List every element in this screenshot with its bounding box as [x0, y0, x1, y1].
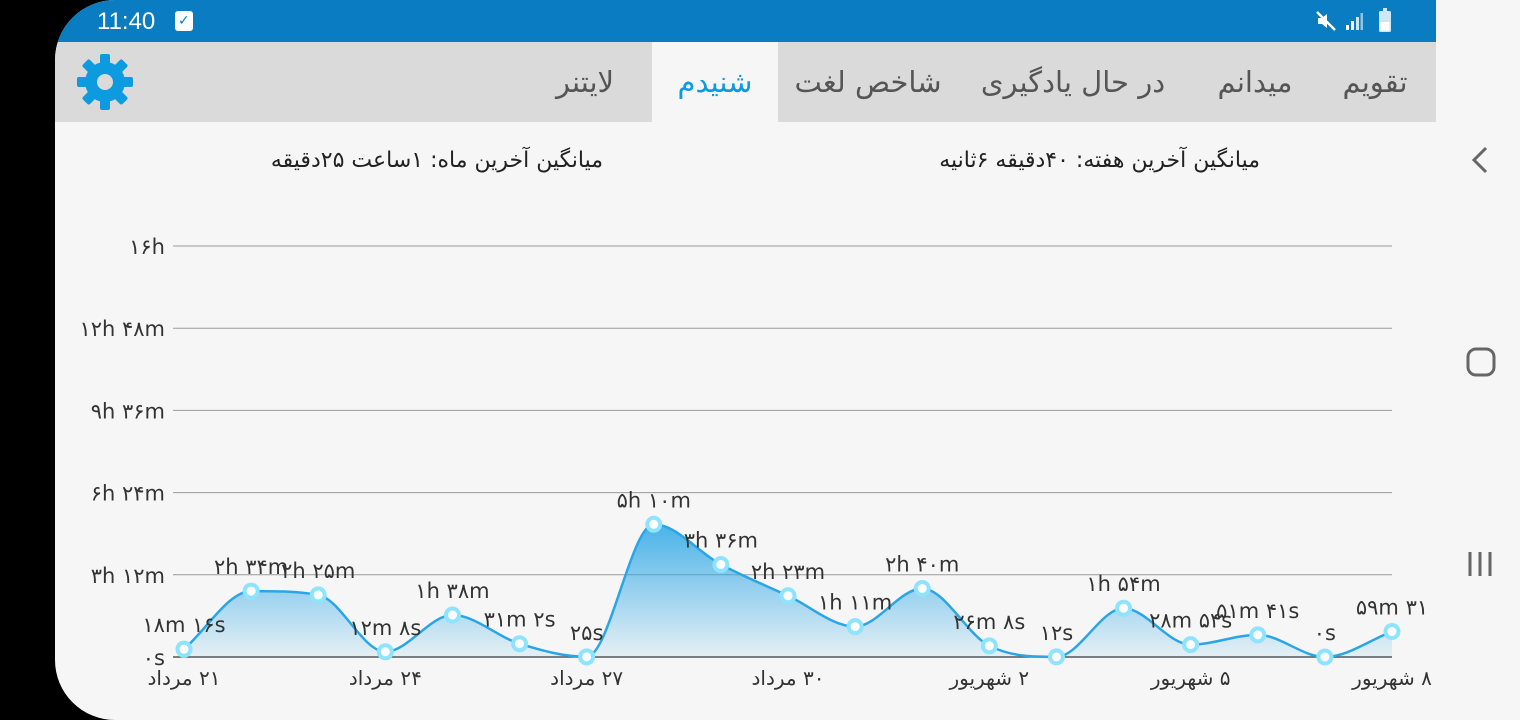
listening-time-chart: ۰s ۳h ۱۲m ۶h ۲۴m ۹h ۳۶m ۱۲h ۴۸m ۱۶h ۲۱ مرداد ۲… [79, 235, 1432, 690]
data-label: ۲h ۲۵m [281, 559, 355, 583]
app-window: 11:40 ✓ تقویم میدانم در حال یادگیری شاخص… [55, 0, 1436, 720]
y-tick-label: ۹h ۳۶m [91, 399, 165, 423]
x-tick-label: ۸ شهریور [1351, 666, 1432, 690]
data-label: ۲۶m ۸s [953, 610, 1025, 634]
series-area [184, 524, 1392, 657]
data-label: ۵۱m ۴۱s [1216, 599, 1299, 623]
y-tick-label: ۱۲h ۴۸m [79, 317, 165, 341]
y-tick-label: ۰s [143, 646, 165, 670]
back-icon[interactable] [1436, 140, 1520, 180]
signal-icon [1346, 13, 1363, 30]
navigation-bar [1436, 0, 1520, 720]
data-label: ۲h ۴۰m [885, 553, 959, 577]
x-tick-label: ۵ شهریور [1150, 666, 1231, 690]
data-label: ۲۵s [570, 621, 604, 645]
data-label: ۳۱m ۲s [484, 608, 556, 632]
x-tick-label: ۲۱ مرداد [148, 666, 221, 690]
data-label: ۰s [1314, 621, 1336, 645]
data-point[interactable] [175, 640, 193, 658]
tab-bar: تقویم میدانم در حال یادگیری شاخص لغت شنی… [55, 42, 1436, 122]
y-tick-label: ۳h ۱۲m [91, 564, 165, 588]
month-average: میانگین آخرین ماه: ۱ساعت ۲۵دقیقه [270, 148, 603, 173]
data-point[interactable] [1316, 648, 1334, 666]
status-bar: 11:40 ✓ [55, 0, 1436, 42]
data-point[interactable] [578, 648, 596, 666]
data-point[interactable] [980, 637, 998, 655]
data-point[interactable] [242, 582, 260, 600]
tab-leitner[interactable]: لایتنر [555, 65, 615, 99]
tab-learning[interactable]: در حال یادگیری [980, 65, 1166, 99]
data-label: ۱۲m ۸s [349, 616, 421, 640]
x-tick-label: ۲ شهریور [948, 666, 1029, 690]
data-point[interactable] [309, 586, 327, 604]
data-label: ۳h ۳۶m [684, 529, 758, 553]
data-point[interactable] [443, 606, 461, 624]
week-average: میانگین آخرین هفته: ۴۰دقیقه ۶ثانیه [939, 148, 1260, 173]
data-label: ۵h ۱۰m [617, 488, 691, 512]
tab-word-index[interactable]: شاخص لغت [794, 65, 942, 99]
data-point[interactable] [779, 587, 797, 605]
tab-known[interactable]: میدانم [1217, 65, 1293, 99]
home-icon[interactable] [1436, 342, 1520, 382]
x-tick-label: ۲۴ مرداد [349, 666, 422, 690]
data-point[interactable] [712, 556, 730, 574]
mute-icon [1316, 11, 1336, 31]
battery-icon [1379, 8, 1391, 32]
data-label: ۱h ۱۱m [818, 591, 892, 615]
data-label: ۱h ۳۸m [415, 579, 489, 603]
data-label: ۲۸m ۵۴s [1149, 609, 1232, 633]
data-label: ۲h ۳۴m [214, 555, 288, 579]
data-label: ۲h ۲۳m [751, 560, 825, 584]
calendar-check-icon: ✓ [175, 11, 193, 31]
data-point[interactable] [846, 618, 864, 636]
data-label: ۱۲s [1040, 621, 1074, 645]
tab-heard[interactable]: شنیدم [652, 42, 778, 122]
data-point[interactable] [1249, 626, 1267, 644]
data-point[interactable] [645, 515, 663, 533]
data-point[interactable] [913, 580, 931, 597]
y-tick-label: ۱۶h [129, 235, 165, 259]
data-point[interactable] [1047, 648, 1065, 666]
y-tick-label: ۶h ۲۴m [91, 482, 165, 506]
data-label: ۵۹m ۳۱ [1356, 596, 1428, 620]
data-label: ۱h ۵۴m [1086, 572, 1160, 596]
x-tick-label: ۳۰ مرداد [752, 666, 825, 690]
data-point[interactable] [1383, 623, 1401, 641]
data-label: ۱۸m ۱۶s [142, 613, 225, 637]
gear-icon[interactable] [75, 52, 135, 112]
data-point[interactable] [1115, 599, 1133, 617]
status-time: 11:40 [97, 8, 156, 35]
recents-icon[interactable] [1436, 544, 1520, 584]
tab-calendar[interactable]: تقویم [1342, 65, 1408, 99]
data-point[interactable] [511, 635, 529, 653]
data-point[interactable] [1182, 636, 1200, 654]
x-tick-label: ۲۷ مرداد [550, 666, 623, 690]
data-point[interactable] [376, 643, 394, 661]
